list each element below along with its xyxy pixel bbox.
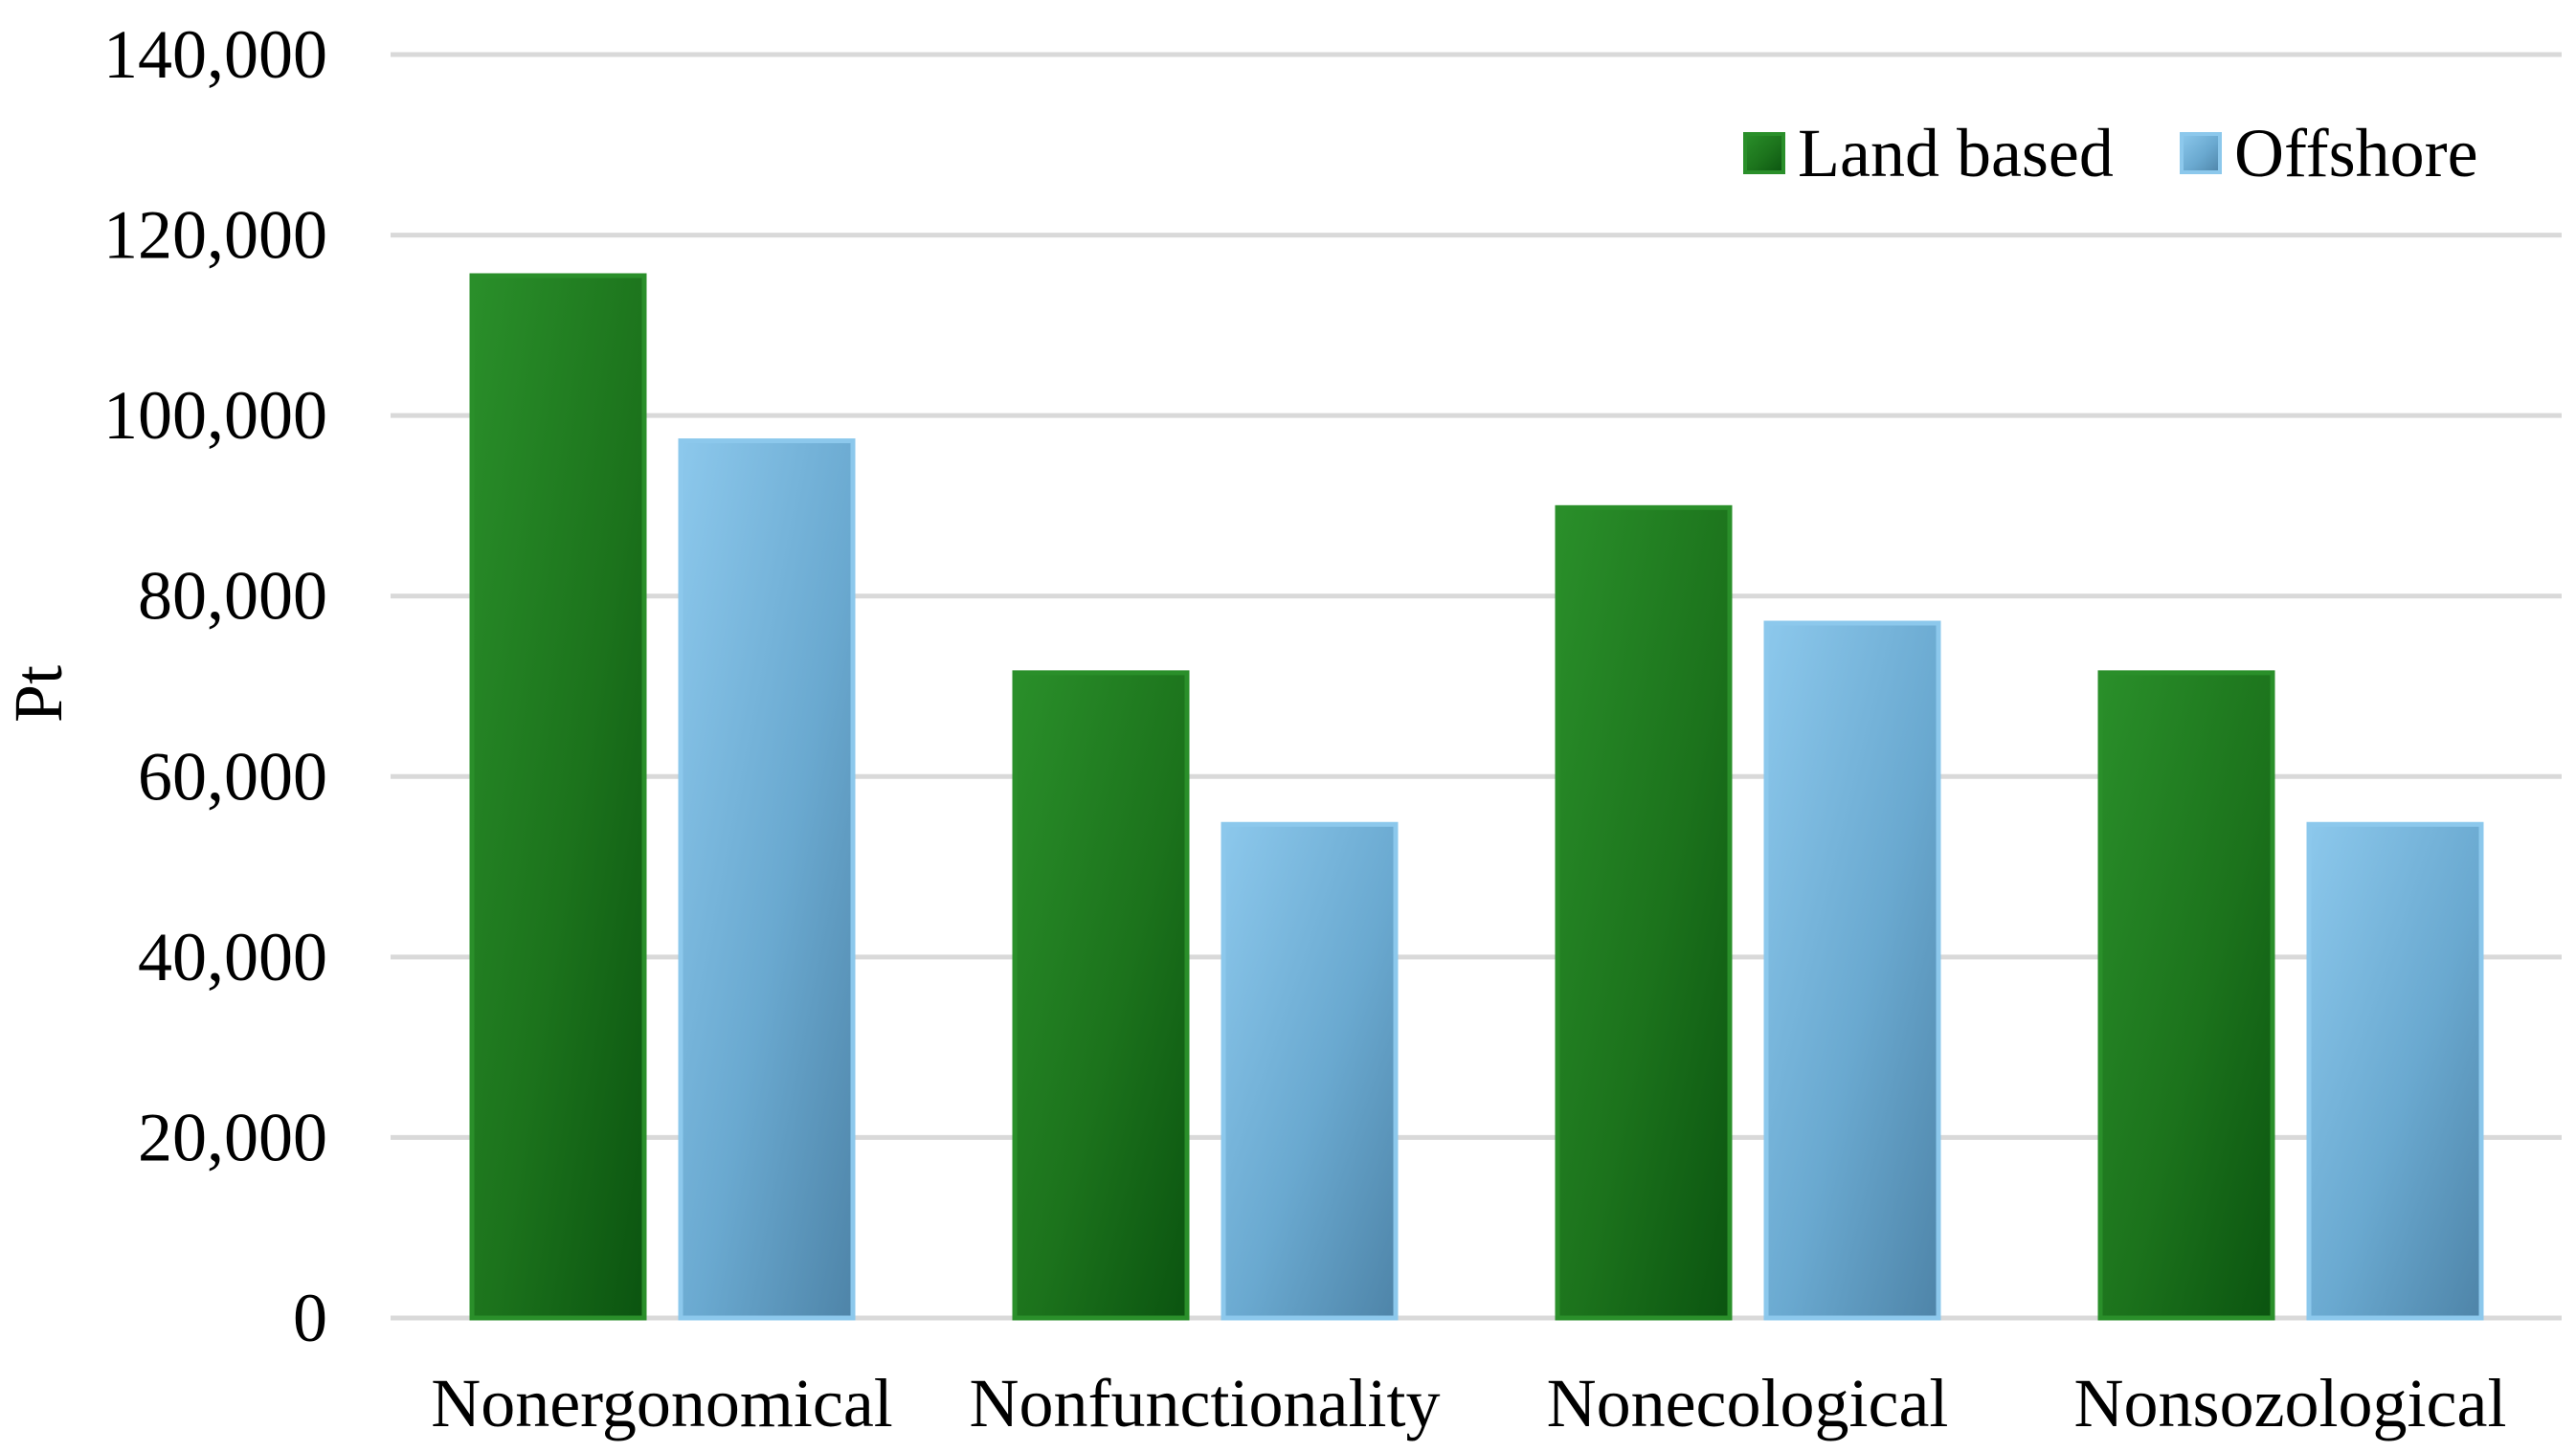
y-tick-label: 140,000 xyxy=(103,16,327,93)
x-category-label-nonecological: Nonecological xyxy=(1547,1365,1949,1441)
legend: Land based Offshore xyxy=(1743,115,2478,191)
legend-swatch-land-based xyxy=(1743,132,1785,174)
bar-land-based-nonecological xyxy=(1555,504,1733,1321)
y-tick-label: 0 xyxy=(293,1280,327,1356)
y-tick-label: 80,000 xyxy=(138,558,327,635)
legend-swatch-offshore xyxy=(2180,132,2222,174)
legend-label-land-based: Land based xyxy=(1798,115,2114,191)
bar-offshore-nonecological xyxy=(1763,620,1941,1321)
bar-offshore-nonfunctionality xyxy=(1221,821,1399,1321)
y-tick-label: 100,000 xyxy=(103,377,327,454)
x-category-label-nonfunctionality: Nonfunctionality xyxy=(970,1365,1441,1441)
x-axis-categories: Nonergonomical Nonfunctionality Nonecologi… xyxy=(431,1365,2506,1441)
x-category-label-nonsozological: Nonsozological xyxy=(2074,1365,2507,1441)
bar-land-based-nonergonomical xyxy=(469,273,647,1321)
bar-land-based-nonfunctionality xyxy=(1012,670,1190,1321)
bar-land-based-nonsozological xyxy=(2097,670,2275,1321)
y-axis-ticks: 0 20,000 40,000 60,000 80,000 100,000 120,000 1… xyxy=(103,16,327,1356)
y-tick-label: 120,000 xyxy=(103,197,327,274)
y-axis-title: Pt xyxy=(0,665,77,723)
bar-offshore-nonsozological xyxy=(2306,821,2484,1321)
bars xyxy=(469,273,2484,1321)
y-tick-label: 20,000 xyxy=(138,1099,327,1175)
x-category-label-nonergonomical: Nonergonomical xyxy=(431,1365,893,1441)
y-tick-label: 60,000 xyxy=(138,738,327,815)
y-tick-label: 40,000 xyxy=(138,919,327,995)
legend-label-offshore: Offshore xyxy=(2234,115,2478,191)
bar-offshore-nonergonomical xyxy=(678,438,856,1321)
